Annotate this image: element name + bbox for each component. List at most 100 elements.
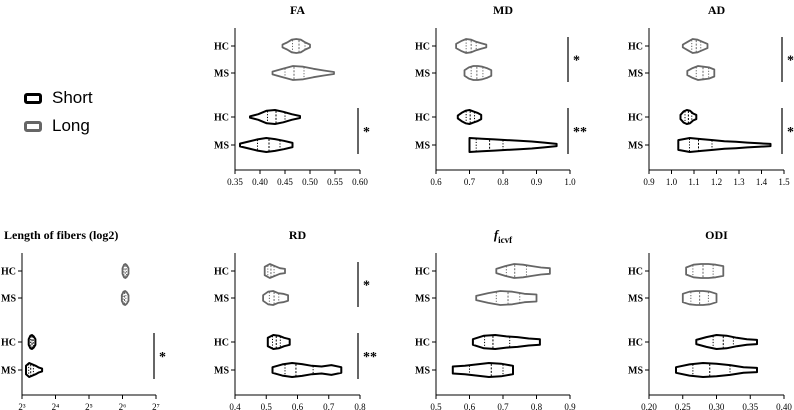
panel-6-violin-long-hc (495, 263, 551, 279)
panel-2-x-tick-label: 0.6 (430, 177, 442, 187)
panel-1-y-label-ms: MS (214, 141, 229, 152)
panel-6-violin-long-ms (475, 290, 538, 306)
panel-1-x-tick-label: 0.50 (302, 177, 318, 187)
panel-2-violin-short-hc (456, 109, 483, 125)
panel-7-y-label-ms: MS (628, 294, 643, 305)
panel-5-x-tick-label: 0.4 (229, 402, 241, 410)
panel-7-y-label-hc: HC (628, 338, 643, 349)
panel-4-title: Length of fibers (log2) (4, 228, 118, 242)
panel-2-x-tick-label: 1.0 (564, 177, 576, 187)
panel-6-y-label-ms: MS (415, 294, 430, 305)
panel-7-violin-short-hc (695, 334, 758, 350)
panel-2-y-label-hc: HC (415, 42, 430, 53)
panel-2-violin-long-hc (455, 38, 488, 54)
panel-2-violin-short-ms (468, 137, 558, 153)
panel-3-x-tick-label: 1.3 (733, 177, 745, 187)
legend-swatch-long (24, 120, 42, 132)
panel-1-violin-long-ms (271, 65, 335, 81)
panel-6-x-tick-label: 0.8 (531, 402, 543, 410)
panel-4-x-tick-label: 2⁴ (52, 402, 60, 410)
panel-5-title: RD (289, 228, 307, 242)
panel-2-x-tick-label: 0.9 (531, 177, 543, 187)
panel-1-x-tick-label: 0.35 (227, 177, 243, 187)
panel-1-y-label-hc: HC (214, 42, 229, 53)
panel-2-y-label-ms: MS (415, 141, 430, 152)
panel-3-significance-label: * (787, 54, 794, 69)
panel-6-x-tick-label: 0.6 (464, 402, 476, 410)
legend-entry-long: Long (24, 112, 144, 140)
panel-5-y-label-hc: HC (214, 267, 229, 278)
panel-5-x-tick-label: 0.5 (261, 402, 273, 410)
panel-7-x-tick-label: 0.40 (776, 402, 792, 410)
panel-5-y-label-ms: MS (214, 294, 229, 305)
panel-1-y-label-ms: MS (214, 69, 229, 80)
panel-4-x-tick-label: 2⁵ (85, 402, 93, 410)
panel-4-x-tick-label: 2³ (18, 402, 26, 410)
panel-6-violin-short-ms (451, 362, 514, 378)
panel-5-x-tick-label: 0.8 (354, 402, 366, 410)
panel-6-y-label-hc: HC (415, 338, 430, 349)
panel-7-x-tick-label: 0.25 (675, 402, 691, 410)
panel-3-x-tick-label: 1.5 (778, 177, 790, 187)
panel-4-x-tick-label: 2⁶ (119, 402, 127, 410)
panel-3-x-tick-label: 0.9 (643, 177, 655, 187)
panel-3-violin-long-ms (686, 65, 716, 81)
panel-4-y-label-ms: MS (1, 294, 16, 305)
legend-swatch-short (24, 92, 42, 104)
panel-2-violin-long-ms (463, 65, 493, 81)
panel-7-violin-short-ms (675, 362, 758, 378)
panel-6-x-tick-label: 0.7 (497, 402, 509, 410)
panel-5-y-label-ms: MS (214, 366, 229, 377)
panel-6-y-label-ms: MS (415, 366, 430, 377)
panel-6-x-tick-label: 0.5 (430, 402, 442, 410)
panel-1-violin-short-ms (239, 137, 294, 153)
panel-5-violin-short-hc (266, 334, 291, 350)
panel-1-x-tick-label: 0.40 (252, 177, 268, 187)
panel-7-x-tick-label: 0.20 (641, 402, 657, 410)
panel-6-y-label-hc: HC (415, 267, 430, 278)
panel-6-x-tick-label: 0.9 (564, 402, 576, 410)
legend-label-long: Long (52, 116, 90, 135)
panel-3-y-label-ms: MS (628, 69, 643, 80)
panel-3-violin-short-ms (677, 137, 772, 153)
panel-7-x-tick-label: 0.30 (709, 402, 725, 410)
panel-7-x-tick-label: 0.35 (742, 402, 758, 410)
panel-2-title: MD (493, 3, 513, 17)
panel-7-y-label-hc: HC (628, 267, 643, 278)
panel-1-x-tick-label: 0.60 (352, 177, 368, 187)
panel-1-title: FA (290, 3, 305, 17)
panel-5-violin-long-hc (263, 263, 286, 279)
panel-1-violin-long-hc (281, 38, 311, 54)
panel-3-title: AD (708, 3, 726, 17)
panel-1-x-tick-label: 0.45 (277, 177, 293, 187)
panel-1-significance-label: * (363, 125, 370, 140)
panel-4-y-label-hc: HC (1, 338, 16, 349)
panel-7-y-label-ms: MS (628, 366, 643, 377)
panel-2-x-tick-label: 0.8 (497, 177, 509, 187)
panel-5-x-tick-label: 0.7 (323, 402, 335, 410)
panel-5-y-label-hc: HC (214, 338, 229, 349)
panel-5-violin-long-ms (262, 290, 289, 306)
panel-3-x-tick-label: 1.4 (756, 177, 768, 187)
panel-1-x-tick-label: 0.55 (327, 177, 343, 187)
panel-3-x-tick-label: 1.2 (711, 177, 722, 187)
panel-3-significance-label: * (787, 125, 794, 140)
panel-4-x-tick-label: 2⁷ (152, 402, 160, 410)
panel-5-significance-label: ** (363, 350, 377, 365)
panel-1-y-label-hc: HC (214, 113, 229, 124)
panel-2-x-tick-label: 0.7 (464, 177, 476, 187)
panel-2-significance-label: ** (573, 125, 587, 140)
panel-7-violin-long-hc (685, 263, 725, 279)
panel-3-x-tick-label: 1.1 (688, 177, 699, 187)
panel-5-x-tick-label: 0.6 (292, 402, 304, 410)
panel-4-y-label-ms: MS (1, 366, 16, 377)
panel-7-title: ODI (705, 228, 728, 242)
panel-4-violin-short-ms (25, 362, 44, 378)
legend-entry-short: Short (24, 84, 144, 112)
panel-3-violin-short-hc (679, 109, 698, 125)
panel-5-significance-label: * (363, 279, 370, 294)
panel-6-title: ficvf (494, 227, 513, 245)
panel-2-y-label-ms: MS (415, 69, 430, 80)
panel-3-y-label-hc: HC (628, 42, 643, 53)
